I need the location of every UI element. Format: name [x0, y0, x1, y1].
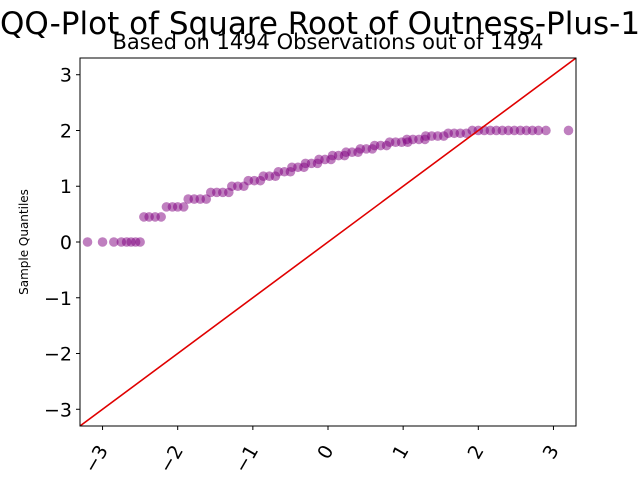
y-axis-label: Sample Quantiles [17, 189, 31, 295]
x-tick-label: −3 [80, 442, 113, 477]
y-tick-label: 0 [60, 232, 72, 254]
data-point [541, 125, 551, 136]
data-point [97, 237, 108, 247]
data-point [109, 237, 119, 247]
data-point [135, 237, 145, 247]
data-point [563, 125, 574, 136]
data-point [156, 212, 166, 222]
chart-title: QQ-Plot of Square Root of Outness-Plus-1 [0, 6, 640, 42]
x-axis-ticks: −3 −2 −1 0 1 2 3 [80, 426, 564, 477]
data-point [178, 202, 189, 212]
y-tick-label: 2 [60, 120, 72, 142]
y-tick-label: −2 [44, 344, 72, 366]
reference-line [80, 58, 576, 426]
data-point [82, 237, 93, 247]
x-tick-label: 0 [313, 442, 338, 463]
x-tick-label: −1 [230, 442, 263, 477]
reference-line-layer [80, 58, 576, 426]
x-tick-label: 2 [464, 442, 489, 463]
y-tick-label: −1 [44, 288, 72, 310]
y-axis-ticks: −3 −2 −1 0 1 2 3 [44, 65, 80, 421]
x-tick-label: −2 [155, 442, 188, 477]
x-tick-label: 3 [539, 442, 564, 463]
x-tick-label: 1 [388, 442, 413, 463]
chart-subtitle: Based on 1494 Observations out of 1494 [112, 30, 543, 54]
y-tick-label: 3 [60, 65, 72, 87]
data-point [533, 125, 544, 136]
y-tick-label: −3 [44, 399, 72, 421]
y-tick-label: 1 [60, 176, 72, 198]
data-points [82, 125, 574, 247]
